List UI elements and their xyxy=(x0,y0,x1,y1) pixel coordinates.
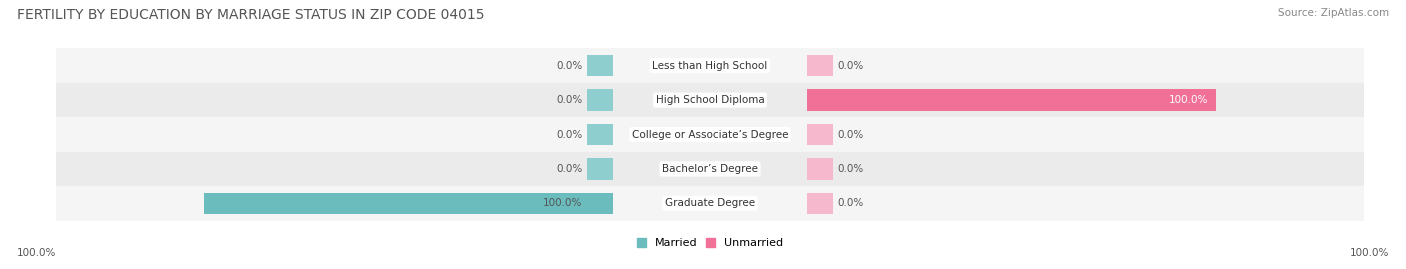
Bar xyxy=(588,124,613,145)
Bar xyxy=(56,48,1364,83)
Bar xyxy=(807,193,832,214)
Text: 0.0%: 0.0% xyxy=(557,95,582,105)
Text: 0.0%: 0.0% xyxy=(838,164,863,174)
Bar xyxy=(807,89,1216,111)
Text: Source: ZipAtlas.com: Source: ZipAtlas.com xyxy=(1278,8,1389,18)
Text: 0.0%: 0.0% xyxy=(557,164,582,174)
Bar xyxy=(807,124,832,145)
Bar xyxy=(56,83,1364,117)
Text: 0.0%: 0.0% xyxy=(838,61,863,71)
Bar xyxy=(204,193,613,214)
Text: College or Associate’s Degree: College or Associate’s Degree xyxy=(631,129,789,140)
Text: 100.0%: 100.0% xyxy=(543,198,582,208)
Text: 100.0%: 100.0% xyxy=(17,248,56,258)
Bar xyxy=(588,55,613,76)
Text: 0.0%: 0.0% xyxy=(838,198,863,208)
Bar xyxy=(56,152,1364,186)
Bar xyxy=(56,186,1364,221)
Text: FERTILITY BY EDUCATION BY MARRIAGE STATUS IN ZIP CODE 04015: FERTILITY BY EDUCATION BY MARRIAGE STATU… xyxy=(17,8,485,22)
Bar xyxy=(588,89,613,111)
Bar xyxy=(588,158,613,180)
Bar xyxy=(56,117,1364,152)
Text: 100.0%: 100.0% xyxy=(1168,95,1208,105)
Text: Less than High School: Less than High School xyxy=(652,61,768,71)
Bar xyxy=(807,55,832,76)
Text: 0.0%: 0.0% xyxy=(838,129,863,140)
Legend: Married, Unmarried: Married, Unmarried xyxy=(633,233,787,253)
Text: Graduate Degree: Graduate Degree xyxy=(665,198,755,208)
Text: Bachelor’s Degree: Bachelor’s Degree xyxy=(662,164,758,174)
Bar xyxy=(807,158,832,180)
Text: High School Diploma: High School Diploma xyxy=(655,95,765,105)
Text: 0.0%: 0.0% xyxy=(557,129,582,140)
Text: 100.0%: 100.0% xyxy=(1350,248,1389,258)
Text: 0.0%: 0.0% xyxy=(557,61,582,71)
